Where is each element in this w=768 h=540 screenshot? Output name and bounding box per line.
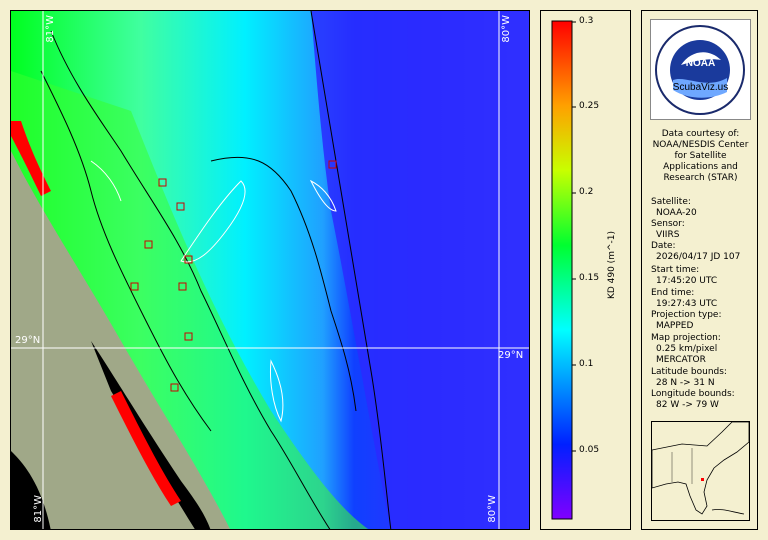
map-proj-label: Map projection:: [651, 333, 721, 343]
colorbar: [551, 20, 576, 520]
tick-0.05: 0.05: [579, 445, 600, 455]
start-value: 17:45:20 UTC: [656, 276, 718, 286]
colorbar-gradient: [551, 20, 573, 520]
lon-label-top-left: 81°W: [45, 15, 56, 43]
lon-bounds-value: 82 W -> 79 W: [656, 400, 719, 410]
colorbar-label: KD 490 (m^-1): [607, 231, 617, 300]
proj-type-value: MAPPED: [656, 321, 694, 331]
satellite-map: 81°W 80°W 81°W 80°W 29°N 29°N: [10, 10, 530, 530]
lon-label-bottom-right: 80°W: [487, 495, 498, 523]
locator-marker: [701, 478, 704, 481]
land-florida: [11, 151, 230, 529]
coastal-red-2: [111, 391, 181, 506]
tick-0.1: 0.1: [579, 359, 594, 369]
date-value: 2026/04/17 JD 107: [656, 252, 741, 262]
tick-0.3: 0.3: [579, 16, 594, 26]
proj-type-label: Projection type:: [651, 310, 722, 320]
map-proj-value: MERCATOR: [656, 355, 706, 365]
lon-bounds-label: Longitude bounds:: [651, 389, 735, 399]
color-scale-panel: 0.3 0.25 0.2 0.15 0.1 0.05 KD 490 (m^-1): [540, 10, 631, 530]
start-label: Start time:: [651, 265, 700, 275]
coastal-red: [11, 121, 51, 196]
end-value: 19:27:43 UTC: [656, 299, 718, 309]
courtesy-line-2: NOAA/NESDIS Center: [652, 140, 749, 150]
lat-bounds-label: Latitude bounds:: [651, 367, 727, 377]
satellite-label: Satellite:: [651, 197, 691, 207]
offshore-water: [311, 11, 529, 529]
satellite-value: NOAA-20: [656, 208, 697, 218]
map-image: [11, 11, 529, 529]
sensor-label: Sensor:: [651, 219, 685, 229]
noaa-logo-box: NOAA ScubaViz.us: [650, 19, 751, 120]
watermark: ScubaViz.us: [672, 82, 729, 93]
lat-bounds-value: 28 N -> 31 N: [656, 378, 715, 388]
land-dark: [11, 451, 51, 529]
tick-0.2: 0.2: [579, 187, 594, 197]
courtesy-line-1: Data courtesy of:: [661, 129, 740, 139]
lat-label-right: 29°N: [498, 350, 524, 361]
tick-0.25: 0.25: [579, 101, 600, 111]
noaa-logo: [655, 25, 745, 115]
courtesy-line-5: Research (STAR): [663, 173, 738, 183]
colorbar-ticks: [572, 21, 576, 452]
end-label: End time:: [651, 288, 695, 298]
noaa-logo-text: NOAA: [685, 58, 716, 69]
lon-label-top-right: 80°W: [501, 15, 512, 43]
tick-0.15: 0.15: [579, 273, 600, 283]
locator-map-image: [652, 422, 749, 515]
courtesy-line-3: for Satellite: [674, 151, 727, 161]
courtesy-line-4: Applications and: [663, 162, 738, 172]
date-label: Date:: [651, 241, 676, 251]
locator-map: [651, 421, 750, 521]
lagoon: [91, 341, 211, 529]
info-panel: NOAA ScubaViz.us Data courtesy of: NOAA/…: [641, 10, 758, 530]
lon-label-bottom-left: 81°W: [33, 495, 44, 523]
map-proj-res: 0.25 km/pixel: [656, 344, 718, 354]
lat-label-left: 29°N: [15, 335, 41, 346]
sensor-value: VIIRS: [656, 230, 680, 240]
